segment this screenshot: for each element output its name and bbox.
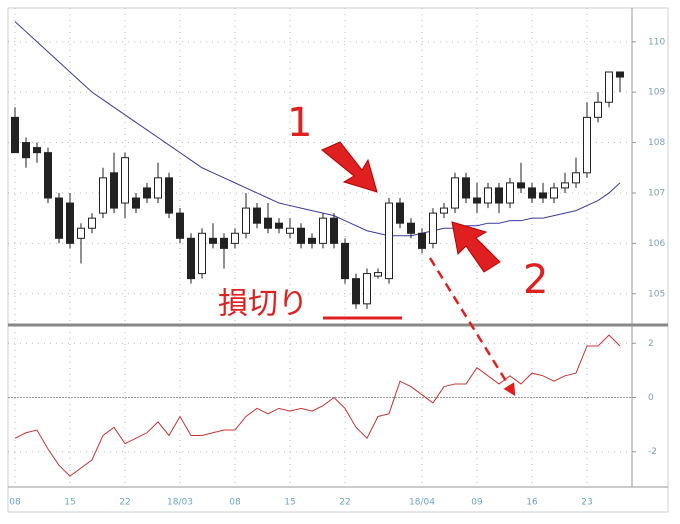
candle-body [220, 237, 228, 249]
candle-body [385, 202, 393, 280]
x-tick-label: 18/04 [409, 498, 435, 508]
candle-body [550, 187, 558, 199]
candle-body [308, 237, 316, 244]
candle-body [187, 237, 195, 280]
candle-body [209, 237, 217, 244]
candle-body [154, 177, 162, 199]
candle-body [495, 187, 503, 204]
candle-body [440, 207, 448, 214]
candle-body [110, 172, 118, 209]
candle-body [484, 187, 492, 204]
candle-body [396, 202, 404, 224]
annotation: 2 [523, 257, 548, 303]
candle-body [605, 71, 613, 103]
candle-body [374, 272, 382, 277]
candle-body [143, 187, 151, 199]
y-tick-label: 106 [648, 239, 665, 249]
y-tick-label: 108 [648, 138, 665, 148]
frame [7, 7, 669, 513]
candle-body [242, 207, 250, 234]
line-series [14, 21, 621, 237]
candle-body [528, 187, 536, 199]
candle-body [462, 177, 470, 199]
candle-body [198, 232, 206, 275]
candle-body [297, 227, 305, 244]
x-tick-label: 16 [526, 498, 538, 508]
x-tick-label: 22 [339, 498, 350, 508]
candle-body [88, 217, 96, 229]
candle-body [319, 217, 327, 244]
candle-body [583, 116, 591, 174]
candle-body [99, 177, 107, 214]
y-tick-label: 0 [648, 393, 654, 403]
y-tick-label: -2 [648, 447, 657, 457]
candle-body [231, 232, 239, 244]
line-series [14, 334, 621, 477]
x-tick-label: 23 [581, 498, 592, 508]
annotation: 1 [287, 100, 312, 146]
arrow-1 [321, 141, 378, 193]
candle-body [451, 177, 459, 209]
candle-body [77, 227, 85, 239]
y-tick-label: 2 [648, 339, 654, 349]
candle-body [275, 222, 283, 229]
candle-body [33, 147, 41, 154]
candle-body [473, 197, 481, 204]
candle-body [11, 116, 19, 154]
arrow-2 [451, 221, 501, 273]
x-tick-label: 22 [119, 498, 130, 508]
y-tick-label: 105 [648, 289, 665, 299]
candle-body [594, 101, 602, 118]
candle-body [55, 197, 63, 239]
candle-body [44, 152, 52, 199]
x-tick-label: 18/03 [167, 498, 193, 508]
x-tick-label: 09 [471, 498, 483, 508]
candle-body [561, 182, 569, 189]
candle-body [165, 177, 173, 214]
annotation: 損切り [218, 287, 308, 322]
candle-body [539, 192, 547, 199]
candle-body [616, 71, 624, 78]
candle-body [22, 142, 30, 159]
y-tick-label: 107 [648, 188, 665, 198]
candle-body [264, 217, 272, 229]
candle-body [506, 182, 514, 204]
x-tick-label: 08 [229, 498, 241, 508]
candle-body [330, 217, 338, 244]
candle-body [341, 242, 349, 280]
marks [11, 21, 624, 477]
candle-body [286, 227, 294, 234]
candle-body [253, 207, 261, 224]
x-tick-label: 15 [284, 498, 295, 508]
x-tick-label: 08 [9, 498, 21, 508]
dashed-arrow [428, 257, 516, 397]
candle-body [517, 182, 525, 189]
candle-body [572, 172, 580, 184]
y-tick-label: 110 [648, 37, 665, 47]
candle-body [121, 157, 129, 204]
x-tick-label: 15 [64, 498, 75, 508]
y-tick-label: 109 [648, 88, 665, 98]
candle-body [132, 197, 140, 209]
candle-body [352, 278, 360, 305]
candle-body [429, 212, 437, 244]
candle-body [66, 202, 74, 244]
candle-body [418, 232, 426, 249]
candle-body [176, 212, 184, 239]
candle-body [363, 273, 371, 305]
candle-body [407, 222, 415, 234]
